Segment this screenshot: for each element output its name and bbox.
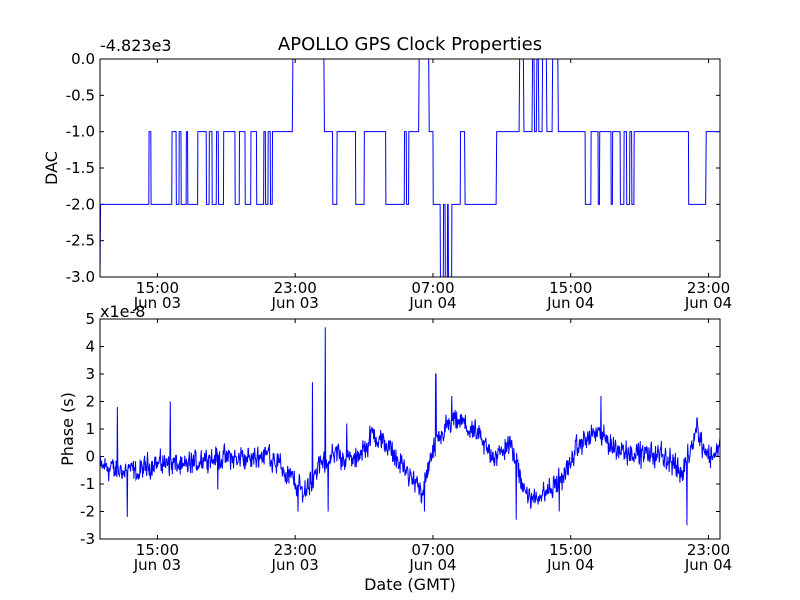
phase-xtick-time-label: 23:00 bbox=[687, 541, 730, 559]
x-axis-label: Date (GMT) bbox=[364, 575, 456, 594]
dac-ylabel: DAC bbox=[42, 151, 61, 185]
phase-xtick-time-label: 23:00 bbox=[274, 541, 317, 559]
dac-xtick-date-label: Jun 03 bbox=[133, 294, 181, 312]
phase-ytick-label: -1 bbox=[80, 475, 95, 493]
phase-ytick-label: 5 bbox=[85, 310, 95, 328]
phase-xtick-time-label: 15:00 bbox=[549, 541, 592, 559]
phase-xtick-date-label: Jun 04 bbox=[546, 556, 594, 574]
phase-xtick-time-label: 15:00 bbox=[136, 541, 179, 559]
phase-series-line bbox=[99, 327, 721, 526]
phase-ytick-label: 2 bbox=[85, 393, 95, 411]
phase-xtick-date-label: Jun 03 bbox=[271, 556, 319, 574]
figure-title: APOLLO GPS Clock Properties bbox=[278, 34, 542, 55]
dac-xtick-date-label: Jun 04 bbox=[408, 294, 456, 312]
phase-offset-text: x1e-8 bbox=[100, 302, 145, 321]
dac-xtick-date-label: Jun 04 bbox=[684, 294, 732, 312]
phase-ytick-label: 4 bbox=[85, 338, 95, 356]
dac-xtick-time-label: 15:00 bbox=[549, 279, 592, 297]
dac-ytick-label: -1.5 bbox=[66, 159, 95, 177]
phase-ytick-label: -3 bbox=[80, 530, 95, 548]
phase-xtick-date-label: Jun 03 bbox=[133, 556, 181, 574]
dac-series-line bbox=[99, 58, 720, 278]
dac-xtick-time-label: 23:00 bbox=[687, 279, 730, 297]
phase-ytick-label: -2 bbox=[80, 503, 95, 521]
phase-ytick-label: 1 bbox=[85, 420, 95, 438]
phase-axes-frame bbox=[99, 318, 721, 540]
dac-ytick-label: -3.0 bbox=[66, 268, 95, 286]
phase-ytick-label: 0 bbox=[85, 448, 95, 466]
dac-xtick-time-label: 07:00 bbox=[411, 279, 454, 297]
phase-ylabel: Phase (s) bbox=[58, 392, 77, 466]
phase-xtick-date-label: Jun 04 bbox=[684, 556, 732, 574]
dac-axes-frame bbox=[99, 58, 721, 278]
phase-xtick-date-label: Jun 04 bbox=[408, 556, 456, 574]
dac-xtick-date-label: Jun 03 bbox=[271, 294, 319, 312]
dac-ytick-label: -1.0 bbox=[66, 123, 95, 141]
dac-ytick-label: -2.0 bbox=[66, 195, 95, 213]
phase-ytick-label: 3 bbox=[85, 365, 95, 383]
dac-offset-text: -4.823e3 bbox=[100, 36, 172, 55]
dac-ytick-label: -0.5 bbox=[66, 86, 95, 104]
dac-xtick-date-label: Jun 04 bbox=[546, 294, 594, 312]
dac-xtick-time-label: 23:00 bbox=[274, 279, 317, 297]
phase-xtick-time-label: 07:00 bbox=[411, 541, 454, 559]
dac-ytick-label: 0.0 bbox=[71, 50, 95, 68]
dac-xtick-time-label: 15:00 bbox=[136, 279, 179, 297]
dac-ytick-label: -2.5 bbox=[66, 232, 95, 250]
